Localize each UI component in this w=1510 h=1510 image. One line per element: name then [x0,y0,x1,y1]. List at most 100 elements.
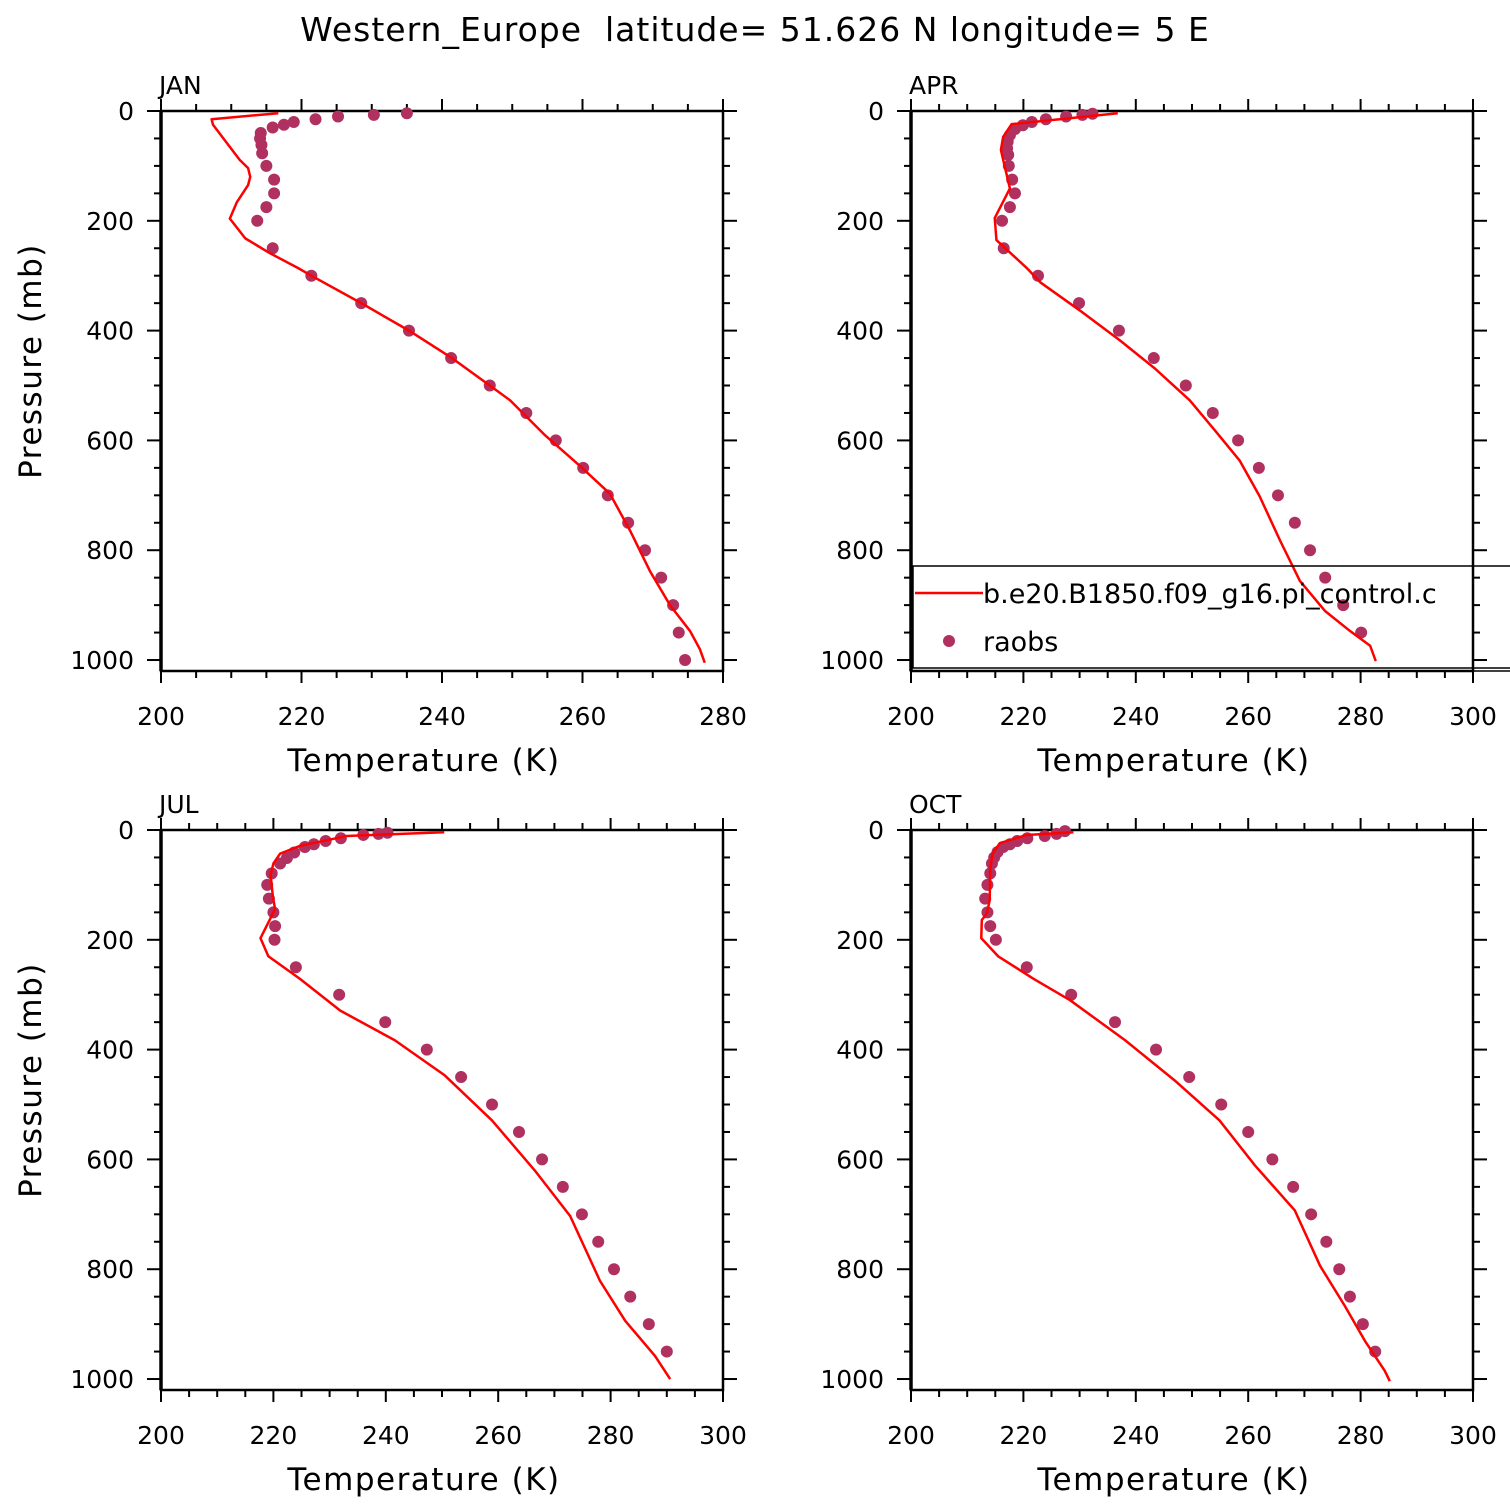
raobs-point [1003,201,1016,214]
raobs-point [251,214,264,227]
raobs-point [260,201,273,214]
raobs-point [1112,324,1125,337]
raobs-point [655,571,668,584]
plot-frame [909,828,1475,1392]
y-tick-label: 800 [836,536,884,565]
x-tick-label: 300 [1449,702,1497,731]
raobs-point [309,113,322,126]
x-tick-label: 260 [559,702,607,731]
panel-jan: 200 220 240 260 280 0 200 400 600 800 1000 Temperat… [13,71,747,779]
raobs-point [379,1016,392,1029]
legend-box [912,565,1510,669]
raobs-point [266,121,279,134]
y-tick-label: 200 [836,926,884,955]
panel-apr: 200 220 240 260 280 300 0 200 400 600 800 1000 Tempe… [820,71,1496,779]
model-line [259,830,672,1380]
raobs-point [1320,1235,1333,1248]
raobs-point [268,187,281,200]
y-tick-label: 600 [86,426,134,455]
raobs-point [332,110,345,123]
raobs-point [1032,269,1045,282]
panel-label: APR [909,71,959,100]
raobs-point [1252,461,1265,474]
raobs-point [260,159,273,172]
raobs-point [1319,571,1332,584]
legend-label-raobs: raobs [983,627,1058,658]
raobs-point [287,115,300,128]
raobs-point [996,214,1009,227]
y-tick-label: 1000 [70,646,134,675]
x-tick-label: 260 [474,1421,522,1450]
raobs-point [1333,1263,1346,1276]
y-tick-label: 800 [836,1255,884,1284]
plot-frame [159,109,725,673]
raobs-point [1073,297,1086,310]
raobs-point [984,920,997,933]
y-tick-label: 800 [86,1255,134,1284]
y-tick-label: 400 [836,1036,884,1065]
x-tick-label: 280 [1337,1421,1385,1450]
panel-label: JAN [157,71,202,100]
x-tick-label: 220 [1000,1421,1048,1450]
raobs-point [1343,1290,1356,1303]
raobs-point [269,920,282,933]
y-tick-label: 1000 [70,1365,134,1394]
raobs-point [607,1263,620,1276]
x-tick-label: 220 [1000,702,1048,731]
y-tick-label: 600 [86,1145,134,1174]
raobs-point [1183,1071,1196,1084]
y-tick-label: 400 [86,1036,134,1065]
raobs-point [1038,830,1051,843]
raobs-point [1304,544,1317,557]
raobs-point [660,1345,673,1358]
raobs-point [1337,599,1350,612]
y-tick-label: 600 [836,426,884,455]
raobs-point [333,988,346,1001]
x-tick-label: 280 [1337,702,1385,731]
legend-marker-swatch [943,635,955,647]
raobs-point [1266,1153,1279,1166]
raobs-point [1287,1180,1300,1193]
panel-jul: 200 220 240 260 280 300 0 200 400 600 800 1000 Tempe… [13,790,747,1498]
y-tick-label: 1000 [820,646,884,675]
y-tick-label: 200 [86,207,134,236]
x-tick-label: 300 [699,1421,747,1450]
model-line [210,111,706,664]
raobs-point [1242,1125,1255,1138]
x-tick-label: 240 [418,702,466,731]
raobs-point [624,1290,637,1303]
raobs-point [486,1098,499,1111]
raobs-point [1271,489,1284,502]
raobs-point [592,1235,605,1248]
figure-title: Western_Europe latitude= 51.626 N longit… [300,10,1210,49]
model-line [993,111,1377,662]
raobs-point [1288,516,1301,529]
raobs-point [274,857,287,870]
y-tick-label: 0 [868,816,884,845]
y-tick-label: 200 [836,207,884,236]
x-tick-label: 280 [699,702,747,731]
raobs-point [1206,406,1219,419]
raobs-point [277,118,290,131]
panel-label: OCT [909,790,962,819]
raobs-point [556,1180,569,1193]
raobs-point [1215,1098,1228,1111]
x-tick-label: 220 [250,1421,298,1450]
raobs-point [289,961,302,974]
x-tick-label: 260 [1224,1421,1272,1450]
y-axis-label: Pressure (mb) [13,962,49,1198]
x-tick-label: 300 [1449,1421,1497,1450]
x-tick-label: 220 [278,702,326,731]
panel-label: JUL [157,790,199,819]
x-tick-label: 200 [887,1421,935,1450]
y-tick-label: 0 [118,816,134,845]
raobs-point [455,1071,468,1084]
raobs-point [601,489,614,502]
x-axis-label: Temperature (K) [286,1462,560,1498]
raobs-point [1356,1318,1369,1331]
raobs-point [679,654,692,667]
raobs-point [1076,108,1089,121]
y-tick-label: 200 [86,926,134,955]
y-tick-label: 400 [86,317,134,346]
